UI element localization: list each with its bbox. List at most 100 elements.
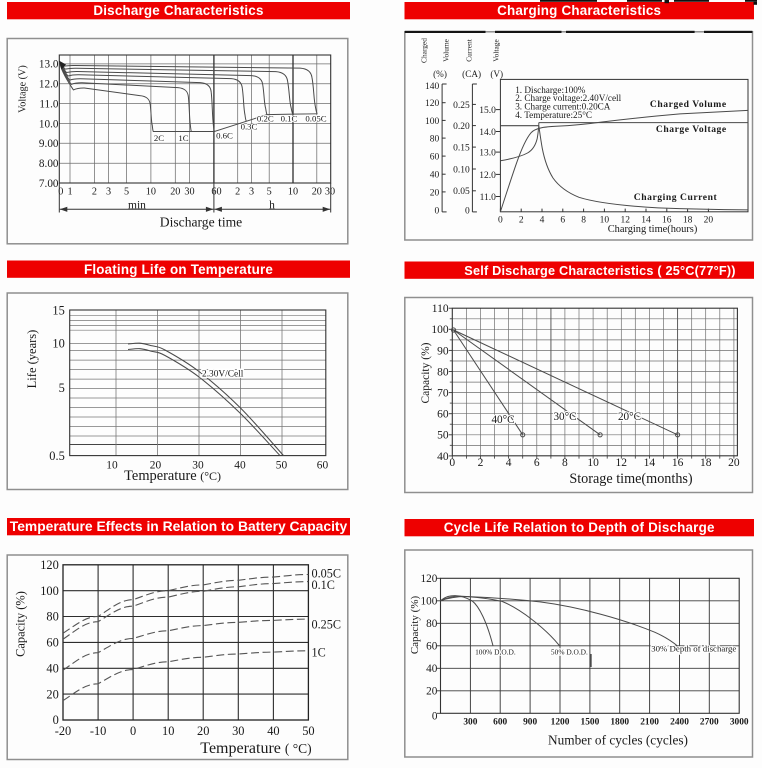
svg-text:Current: Current — [465, 38, 474, 62]
svg-text:100: 100 — [421, 596, 438, 608]
svg-text:-10: -10 — [90, 724, 107, 738]
svg-text:40: 40 — [430, 171, 440, 181]
svg-text:40: 40 — [234, 460, 246, 472]
svg-text:60: 60 — [211, 187, 221, 198]
svg-text:30% Depth of discharge: 30% Depth of discharge — [651, 644, 736, 654]
svg-text:40: 40 — [267, 724, 279, 738]
svg-text:8: 8 — [581, 215, 586, 225]
svg-text:0: 0 — [432, 711, 438, 723]
svg-text:20°C: 20°C — [618, 411, 641, 423]
svg-text:11.0: 11.0 — [480, 193, 497, 203]
svg-text:6: 6 — [560, 215, 565, 225]
svg-text:Charged: Charged — [419, 38, 428, 63]
svg-text:11.0: 11.0 — [39, 98, 59, 110]
svg-text:10: 10 — [600, 215, 610, 225]
svg-text:10: 10 — [106, 460, 118, 472]
svg-text:300: 300 — [463, 717, 477, 727]
svg-text:0: 0 — [449, 457, 455, 469]
svg-text:0.15: 0.15 — [453, 144, 470, 154]
svg-text:20: 20 — [197, 724, 209, 738]
svg-text:8.00: 8.00 — [39, 158, 59, 170]
svg-text:1200: 1200 — [551, 717, 570, 727]
svg-text:Number of cycles (cycles): Number of cycles (cycles) — [548, 732, 688, 747]
svg-text:Charge Voltage: Charge Voltage — [656, 124, 727, 135]
svg-text:1800: 1800 — [610, 717, 629, 727]
svg-text:0: 0 — [498, 215, 503, 225]
svg-text:4: 4 — [506, 457, 512, 469]
svg-text:(V): (V) — [490, 69, 503, 79]
svg-text:12.0: 12.0 — [39, 79, 59, 91]
svg-text:13.0: 13.0 — [39, 59, 59, 71]
svg-text:5: 5 — [267, 187, 272, 198]
svg-text:50: 50 — [437, 430, 449, 442]
svg-text:20: 20 — [312, 187, 322, 198]
svg-text:40: 40 — [426, 663, 438, 675]
svg-text:3000: 3000 — [730, 717, 749, 727]
svg-text:3. Charge current:0.20CA: 3. Charge current:0.20CA — [515, 102, 611, 112]
svg-text:2.30V/Cell: 2.30V/Cell — [202, 370, 244, 380]
svg-text:Discharge time: Discharge time — [160, 215, 242, 230]
svg-text:50: 50 — [276, 460, 288, 472]
svg-text:2: 2 — [92, 187, 97, 198]
svg-text:15: 15 — [52, 303, 64, 317]
svg-text:Voltage: Voltage — [492, 39, 501, 62]
svg-text:120: 120 — [40, 558, 59, 572]
svg-text:100: 100 — [431, 324, 449, 336]
svg-text:50% D.O.D.: 50% D.O.D. — [551, 648, 588, 657]
svg-text:100: 100 — [40, 584, 59, 598]
svg-text:20: 20 — [704, 215, 714, 225]
svg-text:Cycle Life Relation to Depth o: Cycle Life Relation to Depth of Discharg… — [444, 520, 715, 535]
svg-text:7.00: 7.00 — [39, 178, 59, 190]
svg-text:Charged Volume: Charged Volume — [650, 99, 727, 110]
svg-text:8: 8 — [562, 457, 568, 469]
svg-text:Capacity (%): Capacity (%) — [420, 342, 432, 403]
svg-text:60: 60 — [426, 641, 438, 653]
svg-text:Charging Current: Charging Current — [634, 192, 718, 203]
svg-text:0.5: 0.5 — [49, 449, 65, 463]
svg-text:3: 3 — [106, 187, 111, 198]
svg-text:4. Temperature:25°C: 4. Temperature:25°C — [515, 110, 592, 120]
svg-text:-20: -20 — [55, 724, 72, 738]
svg-text:Storage time(months): Storage time(months) — [569, 471, 693, 487]
svg-text:h: h — [269, 200, 275, 212]
svg-text:3: 3 — [249, 187, 254, 198]
svg-text:1: 1 — [67, 187, 72, 198]
svg-text:14.0: 14.0 — [479, 128, 496, 138]
svg-text:4: 4 — [540, 215, 545, 225]
svg-text:40: 40 — [46, 662, 58, 676]
svg-text:60: 60 — [437, 409, 449, 421]
svg-text:0: 0 — [434, 207, 439, 217]
svg-text:2C: 2C — [154, 133, 164, 143]
svg-text:2700: 2700 — [700, 717, 719, 727]
svg-text:2: 2 — [478, 457, 484, 469]
svg-text:10.0: 10.0 — [39, 118, 59, 130]
svg-text:140: 140 — [425, 82, 440, 92]
svg-text:20: 20 — [170, 187, 180, 198]
svg-text:80: 80 — [426, 618, 438, 630]
svg-text:60: 60 — [46, 636, 58, 650]
svg-text:2100: 2100 — [640, 717, 659, 727]
svg-text:900: 900 — [523, 717, 537, 727]
svg-text:1. Discharge:100%: 1. Discharge:100% — [515, 85, 586, 95]
svg-text:6: 6 — [534, 457, 540, 469]
svg-text:0.05C: 0.05C — [305, 113, 326, 123]
svg-text:120: 120 — [421, 573, 438, 585]
svg-text:Temperature (°C): Temperature (°C) — [124, 468, 221, 484]
svg-text:2: 2 — [235, 187, 240, 198]
svg-text:0: 0 — [465, 207, 470, 217]
svg-text:18: 18 — [683, 215, 693, 225]
svg-text:Volume: Volume — [441, 38, 450, 62]
svg-text:(CA): (CA) — [462, 69, 481, 79]
svg-text:12: 12 — [616, 457, 628, 469]
svg-text:Charging Characteristics: Charging Characteristics — [497, 3, 661, 18]
svg-text:1500: 1500 — [581, 717, 600, 727]
svg-text:15.0: 15.0 — [479, 106, 496, 116]
svg-text:80: 80 — [46, 610, 58, 624]
svg-text:2. Charge voltage:2.40V/cell: 2. Charge voltage:2.40V/cell — [515, 93, 621, 103]
svg-text:0.1C: 0.1C — [281, 113, 298, 123]
svg-text:9.00: 9.00 — [39, 138, 59, 150]
svg-text:0: 0 — [130, 724, 136, 738]
svg-text:120: 120 — [425, 99, 440, 109]
svg-text:10: 10 — [288, 187, 298, 198]
svg-text:1C: 1C — [178, 133, 188, 143]
